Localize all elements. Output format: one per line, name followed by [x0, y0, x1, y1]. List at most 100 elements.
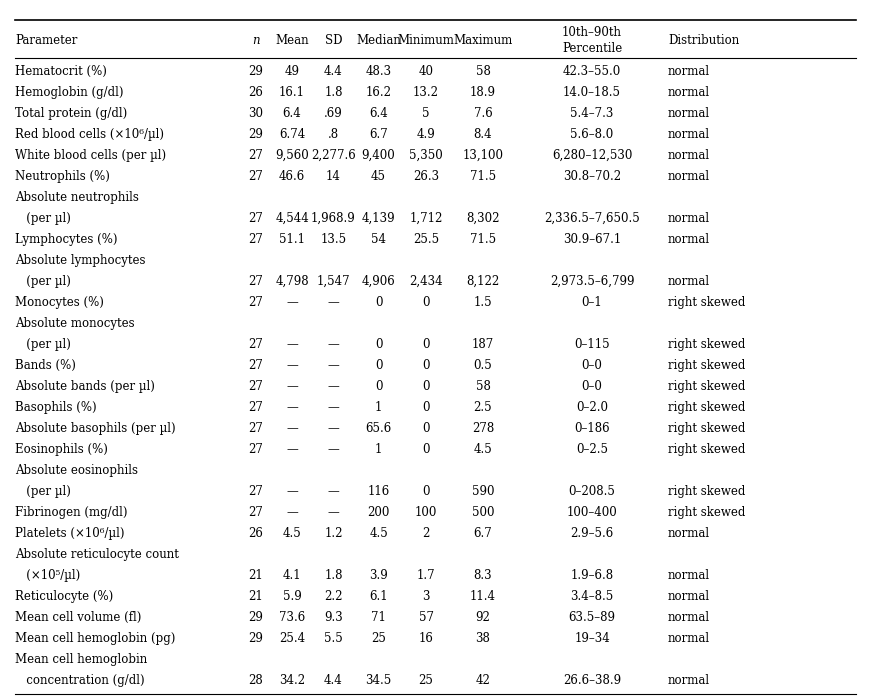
- Text: —: —: [286, 359, 298, 372]
- Text: —: —: [286, 338, 298, 351]
- Text: 29: 29: [249, 128, 263, 141]
- Text: Total protein (g/dl): Total protein (g/dl): [15, 107, 127, 120]
- Text: 14.0–18.5: 14.0–18.5: [563, 86, 621, 99]
- Text: 0.5: 0.5: [474, 359, 493, 372]
- Text: 58: 58: [475, 380, 490, 393]
- Text: 0–0: 0–0: [581, 380, 602, 393]
- Text: 27: 27: [249, 443, 263, 456]
- Text: 1.9–6.8: 1.9–6.8: [570, 569, 614, 582]
- Text: —: —: [328, 338, 340, 351]
- Text: 27: 27: [249, 170, 263, 183]
- Text: (per µl): (per µl): [15, 338, 71, 351]
- Text: 0–2.5: 0–2.5: [576, 443, 608, 456]
- Text: 27: 27: [249, 296, 263, 309]
- Text: 6,280–12,530: 6,280–12,530: [552, 149, 632, 162]
- Text: —: —: [328, 422, 340, 435]
- Text: right skewed: right skewed: [668, 506, 746, 519]
- Text: Maximum: Maximum: [454, 34, 513, 48]
- Text: right skewed: right skewed: [668, 338, 746, 351]
- Text: 27: 27: [249, 359, 263, 372]
- Text: 6.4: 6.4: [369, 107, 388, 120]
- Text: 54: 54: [371, 233, 386, 246]
- Text: 27: 27: [249, 233, 263, 246]
- Text: —: —: [328, 485, 340, 498]
- Text: 25: 25: [419, 674, 434, 687]
- Text: 1.2: 1.2: [324, 527, 342, 540]
- Text: 21: 21: [249, 569, 263, 582]
- Text: 0: 0: [375, 359, 382, 372]
- Text: right skewed: right skewed: [668, 443, 746, 456]
- Text: 13,100: 13,100: [462, 149, 503, 162]
- Text: 2,434: 2,434: [409, 275, 443, 288]
- Text: 25.5: 25.5: [413, 233, 439, 246]
- Text: 8.3: 8.3: [474, 569, 493, 582]
- Text: White blood cells (per µl): White blood cells (per µl): [15, 149, 166, 162]
- Text: .69: .69: [324, 107, 343, 120]
- Text: —: —: [286, 380, 298, 393]
- Text: 16.1: 16.1: [279, 86, 305, 99]
- Text: 11.4: 11.4: [470, 590, 496, 603]
- Text: 5.6–8.0: 5.6–8.0: [570, 128, 614, 141]
- Text: 2.2: 2.2: [324, 590, 342, 603]
- Text: 2.5: 2.5: [474, 401, 493, 414]
- Text: Platelets (×10⁶/µl): Platelets (×10⁶/µl): [15, 527, 124, 540]
- Text: —: —: [286, 443, 298, 456]
- Text: 0: 0: [422, 485, 430, 498]
- Text: 18.9: 18.9: [470, 86, 496, 99]
- Text: Distribution: Distribution: [668, 34, 740, 48]
- Text: 30.8–70.2: 30.8–70.2: [563, 170, 621, 183]
- Text: 40: 40: [419, 65, 434, 78]
- Text: 4.5: 4.5: [369, 527, 388, 540]
- Text: normal: normal: [668, 128, 710, 141]
- Text: 0: 0: [375, 296, 382, 309]
- Text: 6.1: 6.1: [369, 590, 388, 603]
- Text: 0: 0: [422, 443, 430, 456]
- Text: normal: normal: [668, 233, 710, 246]
- Text: 27: 27: [249, 485, 263, 498]
- Text: 3.4–8.5: 3.4–8.5: [570, 590, 614, 603]
- Text: Eosinophils (%): Eosinophils (%): [15, 443, 108, 456]
- Text: 0: 0: [422, 422, 430, 435]
- Text: 42: 42: [475, 674, 490, 687]
- Text: 0–0: 0–0: [581, 359, 602, 372]
- Text: 26.6–38.9: 26.6–38.9: [563, 674, 621, 687]
- Text: 9,400: 9,400: [362, 149, 395, 162]
- Text: 14: 14: [326, 170, 341, 183]
- Text: 278: 278: [472, 422, 494, 435]
- Text: (×10⁵/µl): (×10⁵/µl): [15, 569, 80, 582]
- Text: 46.6: 46.6: [279, 170, 305, 183]
- Text: 5: 5: [422, 107, 430, 120]
- Text: 6.74: 6.74: [279, 128, 305, 141]
- Text: 30: 30: [249, 107, 263, 120]
- Text: Monocytes (%): Monocytes (%): [15, 296, 104, 309]
- Text: concentration (g/dl): concentration (g/dl): [15, 674, 144, 687]
- Text: —: —: [286, 296, 298, 309]
- Text: 3: 3: [422, 590, 430, 603]
- Text: 8,302: 8,302: [467, 212, 500, 225]
- Text: 58: 58: [475, 65, 490, 78]
- Text: 0: 0: [375, 338, 382, 351]
- Text: 6.7: 6.7: [369, 128, 388, 141]
- Text: 0: 0: [422, 296, 430, 309]
- Text: —: —: [328, 506, 340, 519]
- Text: 6.4: 6.4: [282, 107, 302, 120]
- Text: 0: 0: [422, 359, 430, 372]
- Text: Absolute bands (per µl): Absolute bands (per µl): [15, 380, 155, 393]
- Text: 0: 0: [422, 380, 430, 393]
- Text: 27: 27: [249, 275, 263, 288]
- Text: 0–2.0: 0–2.0: [576, 401, 608, 414]
- Text: 200: 200: [368, 506, 389, 519]
- Text: 26.3: 26.3: [413, 170, 439, 183]
- Text: 42.3–55.0: 42.3–55.0: [563, 65, 621, 78]
- Text: 16.2: 16.2: [366, 86, 392, 99]
- Text: 0–1: 0–1: [581, 296, 602, 309]
- Text: 13.2: 13.2: [413, 86, 439, 99]
- Text: 1.5: 1.5: [474, 296, 493, 309]
- Text: 27: 27: [249, 422, 263, 435]
- Text: 0: 0: [422, 401, 430, 414]
- Text: Absolute eosinophils: Absolute eosinophils: [15, 464, 138, 477]
- Text: normal: normal: [668, 170, 710, 183]
- Text: —: —: [286, 506, 298, 519]
- Text: —: —: [286, 401, 298, 414]
- Text: 4,139: 4,139: [362, 212, 395, 225]
